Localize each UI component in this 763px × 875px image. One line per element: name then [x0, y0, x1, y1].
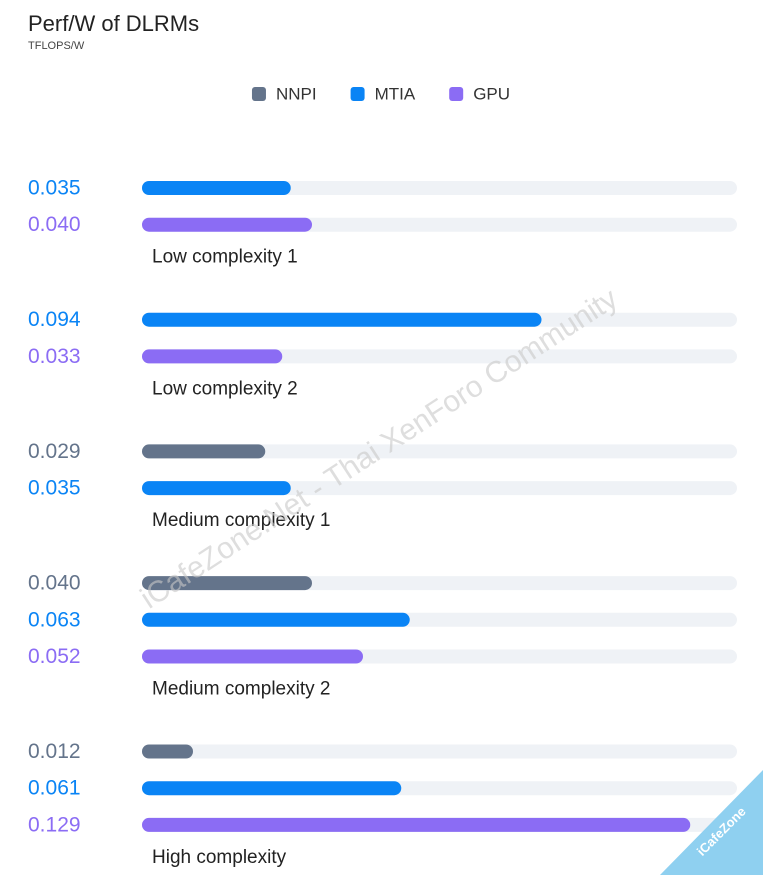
value-label: 0.040 — [28, 213, 81, 236]
bar — [142, 576, 312, 591]
value-label: 0.029 — [28, 440, 81, 463]
chart-title: Perf/W of DLRMs — [28, 11, 199, 36]
legend-swatch — [449, 87, 464, 101]
bar — [142, 217, 312, 232]
bar-track — [142, 444, 737, 459]
badge-background — [660, 770, 763, 875]
bar — [142, 744, 193, 759]
legend-item: NNPI — [251, 84, 317, 103]
value-label: 0.035 — [28, 177, 81, 200]
category-label: Medium complexity 1 — [152, 510, 330, 531]
legend: NNPI MTIA GPU — [251, 84, 510, 103]
legend-item: GPU — [449, 84, 510, 103]
bar-track — [142, 481, 737, 496]
legend-swatch — [251, 87, 266, 101]
bar-track — [142, 349, 737, 364]
category-label: Low complexity 2 — [152, 378, 298, 399]
legend-label: GPU — [473, 84, 510, 103]
bar — [142, 312, 542, 327]
legend-label: MTIA — [375, 84, 416, 103]
value-label: 0.012 — [28, 740, 81, 763]
bar — [142, 649, 363, 664]
value-label: 0.129 — [28, 813, 81, 836]
bar — [142, 444, 266, 459]
bar — [142, 612, 410, 627]
category-label: Medium complexity 2 — [152, 679, 330, 700]
value-label: 0.052 — [28, 645, 81, 668]
value-label: 0.063 — [28, 608, 81, 631]
bar — [142, 817, 691, 832]
legend-item: MTIA — [350, 84, 416, 103]
chart-subtitle: TFLOPS/W — [28, 40, 85, 52]
legend-swatch — [350, 87, 365, 101]
bar — [142, 781, 402, 796]
value-label: 0.035 — [28, 477, 81, 500]
bar-track — [142, 181, 737, 195]
bar — [142, 181, 291, 195]
value-label: 0.033 — [28, 345, 81, 368]
bar — [142, 481, 291, 496]
category-label: Low complexity 1 — [152, 247, 298, 268]
value-label: 0.061 — [28, 777, 81, 800]
plot-area: 0.035 0.040 Low complexity 1 0.094 0.033 Low … — [28, 177, 737, 868]
value-label: 0.094 — [28, 308, 81, 331]
bar-track — [142, 744, 737, 759]
category-label: High complexity — [152, 847, 287, 868]
bar — [142, 349, 283, 364]
legend-label: NNPI — [276, 84, 317, 103]
value-label: 0.040 — [28, 572, 81, 595]
